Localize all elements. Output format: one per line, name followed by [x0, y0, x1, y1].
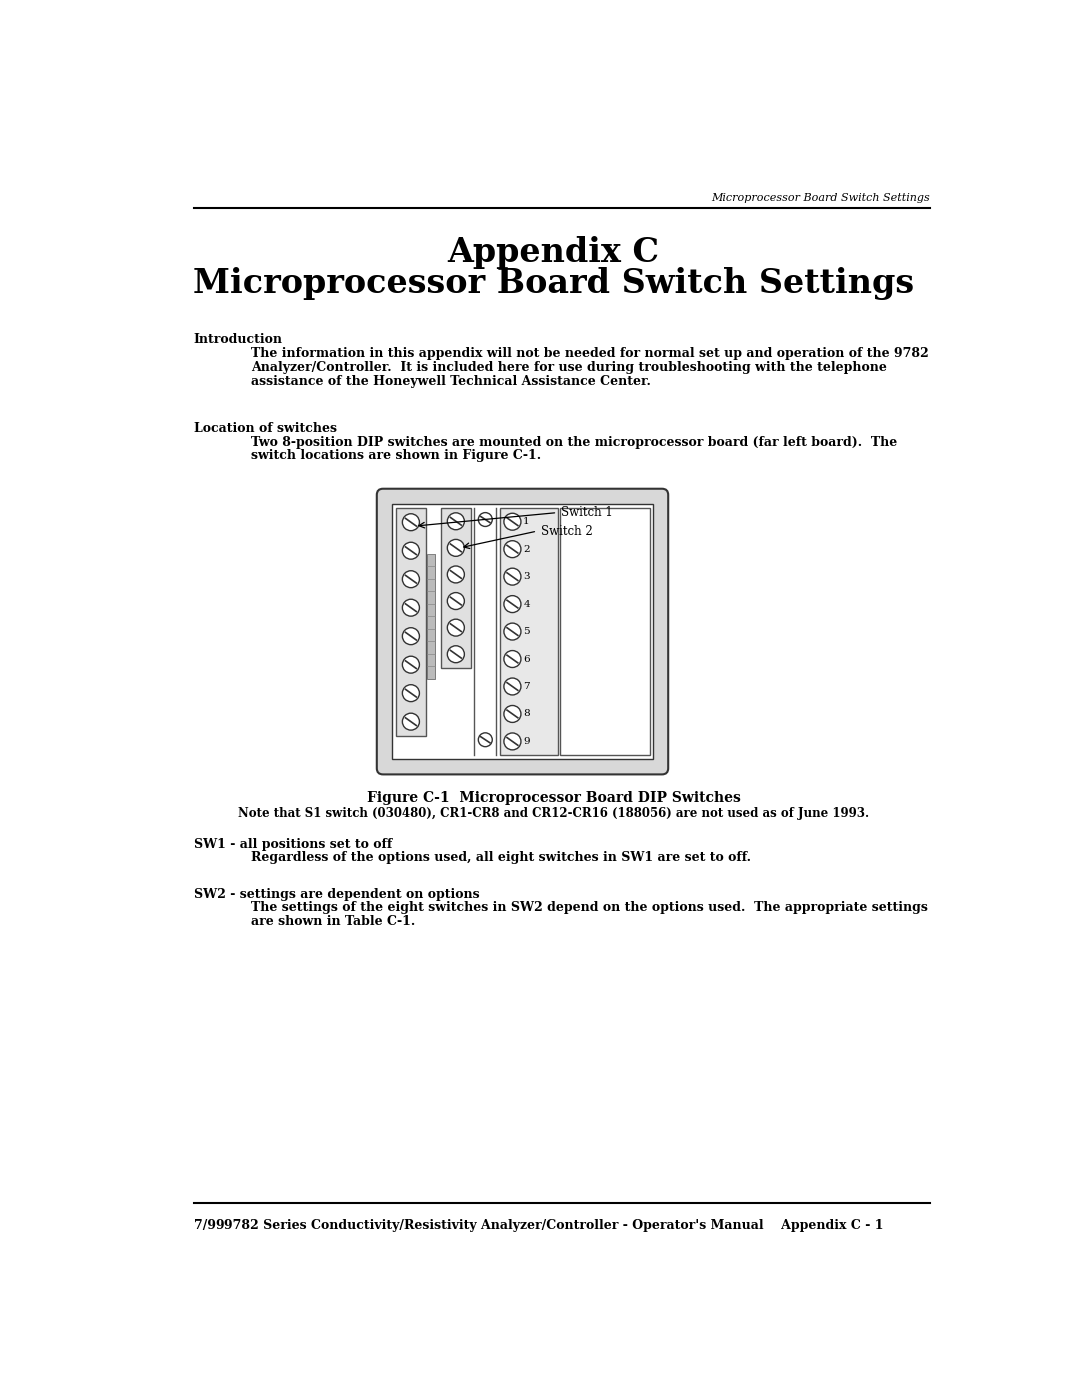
Ellipse shape: [447, 592, 464, 609]
Text: The settings of the eight switches in SW2 depend on the options used.  The appro: The settings of the eight switches in SW…: [252, 901, 928, 915]
Text: Location of switches: Location of switches: [194, 422, 337, 434]
Text: 9: 9: [524, 738, 530, 746]
Text: Microprocessor Board Switch Settings: Microprocessor Board Switch Settings: [193, 267, 914, 299]
FancyBboxPatch shape: [377, 489, 669, 774]
Ellipse shape: [478, 513, 492, 527]
Text: 8: 8: [524, 710, 530, 718]
Text: Switch 2: Switch 2: [541, 525, 593, 538]
Ellipse shape: [504, 705, 521, 722]
Ellipse shape: [447, 566, 464, 583]
Text: Switch 1: Switch 1: [562, 506, 613, 520]
Ellipse shape: [447, 619, 464, 636]
Ellipse shape: [504, 733, 521, 750]
Text: 3: 3: [524, 573, 530, 581]
Ellipse shape: [504, 569, 521, 585]
Text: Two 8-position DIP switches are mounted on the microprocessor board (far left bo: Two 8-position DIP switches are mounted …: [252, 436, 897, 448]
Ellipse shape: [403, 599, 419, 616]
Ellipse shape: [447, 539, 464, 556]
Text: switch locations are shown in Figure C-1.: switch locations are shown in Figure C-1…: [252, 450, 541, 462]
Text: are shown in Table C-1.: are shown in Table C-1.: [252, 915, 416, 929]
Ellipse shape: [447, 645, 464, 662]
Text: 1: 1: [524, 517, 530, 527]
Ellipse shape: [504, 651, 521, 668]
Bar: [392, 504, 652, 759]
Text: Appendix C: Appendix C: [447, 236, 660, 268]
Ellipse shape: [403, 714, 419, 731]
Ellipse shape: [403, 514, 419, 531]
Text: 6: 6: [524, 655, 530, 664]
Text: 7: 7: [524, 682, 530, 692]
Bar: [396, 509, 426, 736]
Ellipse shape: [504, 678, 521, 694]
Ellipse shape: [403, 627, 419, 644]
Text: SW2 - settings are dependent on options: SW2 - settings are dependent on options: [194, 887, 480, 901]
Text: Regardless of the options used, all eight switches in SW1 are set to off.: Regardless of the options used, all eigh…: [252, 851, 752, 865]
Bar: [561, 509, 650, 756]
Text: The information in this appendix will not be needed for normal set up and operat: The information in this appendix will no…: [252, 346, 929, 360]
Bar: [500, 509, 558, 756]
Text: 4: 4: [524, 599, 530, 609]
Ellipse shape: [403, 542, 419, 559]
Bar: [428, 553, 435, 679]
Text: SW1 - all positions set to off: SW1 - all positions set to off: [194, 838, 392, 851]
Text: 7/99: 7/99: [194, 1218, 225, 1232]
Text: Analyzer/Controller.  It is included here for use during troubleshooting with th: Analyzer/Controller. It is included here…: [252, 360, 887, 374]
Text: Figure C-1  Microprocessor Board DIP Switches: Figure C-1 Microprocessor Board DIP Swit…: [366, 791, 741, 805]
Text: 5: 5: [524, 627, 530, 636]
Text: 2: 2: [524, 545, 530, 553]
Text: Note that S1 switch (030480), CR1-CR8 and CR12-CR16 (188056) are not used as of : Note that S1 switch (030480), CR1-CR8 an…: [238, 806, 869, 820]
Ellipse shape: [504, 623, 521, 640]
Ellipse shape: [447, 513, 464, 529]
Ellipse shape: [403, 657, 419, 673]
Text: assistance of the Honeywell Technical Assistance Center.: assistance of the Honeywell Technical As…: [252, 374, 651, 388]
Ellipse shape: [504, 513, 521, 531]
Text: Introduction: Introduction: [194, 334, 283, 346]
Ellipse shape: [478, 733, 492, 746]
Ellipse shape: [504, 541, 521, 557]
Ellipse shape: [403, 685, 419, 701]
Text: Microprocessor Board Switch Settings: Microprocessor Board Switch Settings: [712, 193, 930, 204]
Text: 9782 Series Conductivity/Resistivity Analyzer/Controller - Operator's Manual    : 9782 Series Conductivity/Resistivity Ana…: [224, 1218, 883, 1232]
Ellipse shape: [403, 571, 419, 588]
Bar: [441, 509, 471, 668]
Ellipse shape: [504, 595, 521, 612]
